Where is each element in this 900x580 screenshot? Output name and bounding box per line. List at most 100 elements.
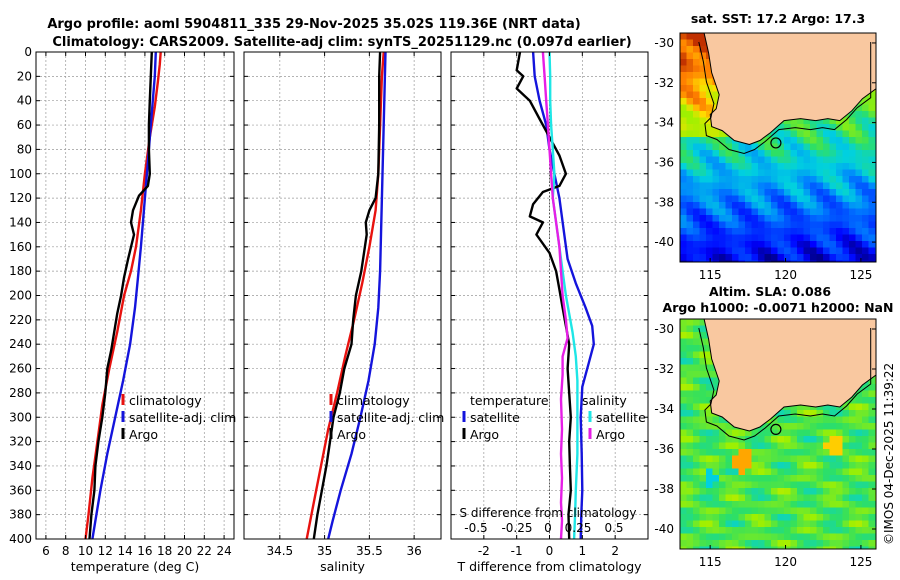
- map-cell: [777, 247, 785, 255]
- map-cell: [790, 455, 798, 463]
- map-cell: [790, 228, 798, 235]
- map-cell: [862, 540, 869, 547]
- legend-entry: climatology: [337, 393, 410, 408]
- map-cell: [855, 540, 863, 547]
- map-cell: [868, 546, 876, 549]
- imos-watermark: ©IMOS 04-Dec-2025 11:39:22: [882, 363, 896, 545]
- map-cell: [680, 169, 687, 177]
- map-cell: [706, 143, 713, 151]
- map-cell: [816, 449, 824, 456]
- map-cell: [706, 124, 713, 131]
- map-cell: [849, 163, 856, 170]
- map-cell: [784, 202, 791, 209]
- map-cell: [810, 254, 817, 261]
- map-cell: [680, 228, 687, 235]
- map-cell: [764, 423, 772, 430]
- map-cell: [829, 176, 837, 183]
- map-cell: [823, 520, 830, 528]
- map-cell: [790, 527, 798, 534]
- map-cell: [680, 221, 687, 229]
- map-cell: [784, 234, 791, 242]
- map-y-tick-label: -30: [654, 36, 674, 50]
- map-cell: [855, 501, 863, 508]
- map-y-tick-label: -32: [654, 76, 674, 90]
- map-cell: [849, 215, 856, 222]
- map-cell: [738, 202, 746, 209]
- map-cell: [680, 358, 687, 365]
- map-cell: [719, 501, 726, 508]
- map-cell: [680, 520, 687, 528]
- map-cell: [738, 156, 746, 164]
- map-cell: [693, 507, 700, 515]
- legend-entry: Argo: [337, 427, 366, 442]
- map-cell: [699, 260, 707, 262]
- map-cell: [777, 475, 785, 482]
- map-cell: [790, 442, 798, 450]
- map-cell: [732, 449, 739, 456]
- map-cell: [719, 494, 726, 502]
- map-cell: [764, 221, 772, 229]
- map-cell: [810, 520, 817, 528]
- map-cell: [855, 130, 863, 138]
- map-cell: [764, 468, 772, 476]
- map-cell: [862, 163, 869, 170]
- map-cell: [855, 455, 863, 463]
- map-cell: [706, 221, 713, 229]
- map-cell: [751, 150, 759, 157]
- x-tick-label: 20: [177, 544, 192, 558]
- map-cell: [758, 540, 765, 547]
- map-cell: [693, 104, 700, 112]
- map-cell: [868, 156, 876, 164]
- map-cell: [680, 455, 687, 463]
- map-cell: [868, 189, 876, 196]
- map-cell: [732, 163, 739, 170]
- map-cell: [699, 215, 707, 222]
- map-cell: [712, 202, 720, 209]
- map-cell: [686, 72, 694, 79]
- map-cell: [745, 189, 752, 196]
- map-cell: [849, 403, 856, 411]
- map-cell: [686, 130, 694, 138]
- y-tick-label: 0: [24, 45, 32, 59]
- map-cell: [784, 195, 791, 203]
- shelf-contour: [698, 327, 872, 441]
- map-cell: [862, 111, 869, 118]
- map-cell: [816, 468, 824, 476]
- map-cell: [738, 247, 746, 255]
- map-cell: [712, 520, 720, 528]
- map-cell: [751, 260, 759, 262]
- map-cell: [816, 150, 824, 157]
- map-cell: [751, 247, 759, 255]
- series-line-salinity-satellite: [548, 52, 579, 539]
- map-cell: [823, 182, 830, 190]
- map-cell: [823, 241, 830, 248]
- land-mass: [703, 319, 876, 432]
- map-cell: [725, 468, 733, 476]
- map-cell: [706, 533, 713, 541]
- map-cell: [764, 514, 772, 521]
- map-cell: [751, 163, 759, 170]
- map-cell: [725, 481, 733, 489]
- map-cell: [829, 215, 837, 222]
- map-y-tick-label: -34: [654, 402, 674, 416]
- map-cell: [719, 423, 726, 430]
- map-cell: [725, 488, 733, 495]
- map-cell: [784, 423, 791, 430]
- map-cell: [725, 150, 733, 157]
- map-cell: [849, 221, 856, 229]
- map-cell: [784, 143, 791, 151]
- map-cell: [816, 462, 824, 469]
- map-cell: [693, 540, 700, 547]
- map-cell: [829, 462, 837, 469]
- map-cell: [686, 325, 694, 333]
- map-cell: [777, 520, 785, 528]
- map-cell: [849, 410, 856, 417]
- map-cell: [758, 520, 765, 528]
- map-cell: [693, 358, 700, 365]
- map-cell: [712, 195, 720, 203]
- map-cell: [764, 462, 772, 469]
- y-tick-label: 360: [9, 483, 32, 497]
- map-cell: [686, 234, 694, 242]
- map-cell: [719, 468, 726, 476]
